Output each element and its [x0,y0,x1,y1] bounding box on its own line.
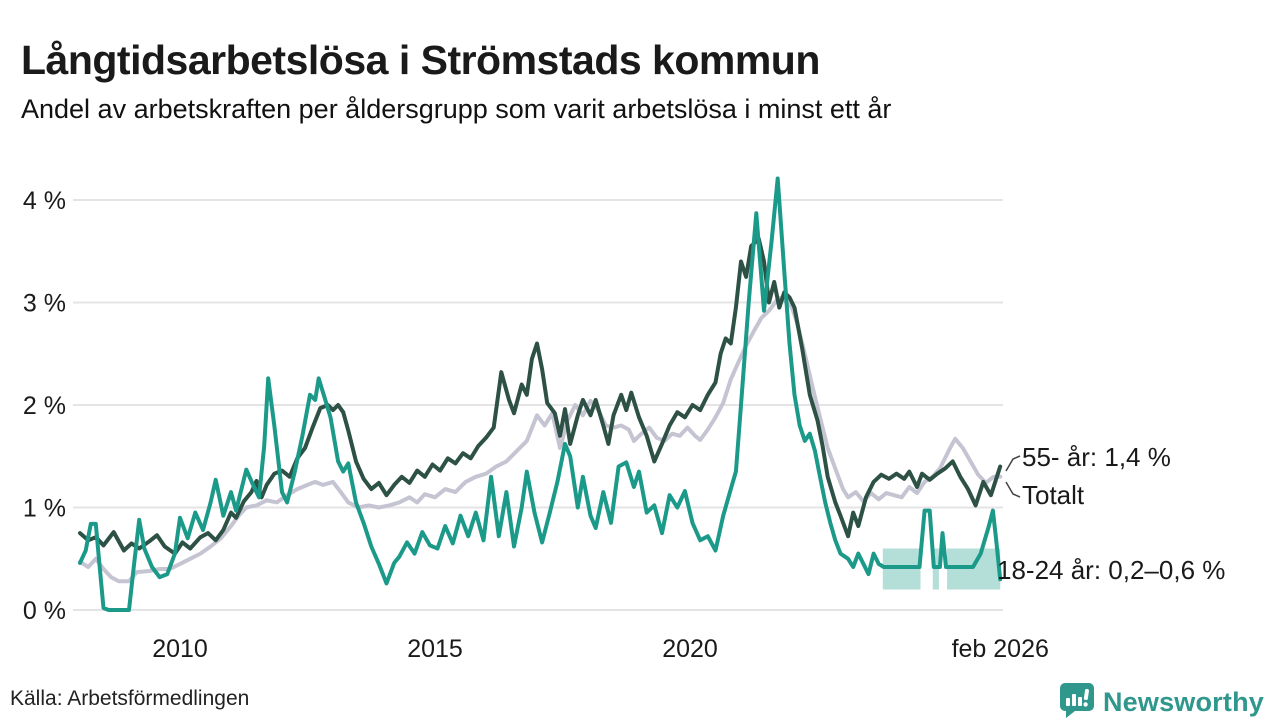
y-tick-label-3: 3 % [23,290,66,318]
page-title: Långtidsarbetslösa i Strömstads kommun [21,37,820,84]
y-tick-label-0: 0 % [23,597,66,625]
annotation-connector [1005,481,1021,498]
newsworthy-brand[interactable]: Newsworthy [1058,681,1264,724]
y-tick-label-1: 1 % [23,495,66,523]
newsworthy-wordmark: Newsworthy [1102,687,1264,717]
x-tick-label-feb 2026: feb 2026 [952,635,1049,663]
source-note: Källa: Arbetsförmedlingen [10,687,250,710]
series-line-55-ar [78,236,1003,556]
y-tick-label-2: 2 % [23,392,66,420]
series-line-18-24-ar [78,176,1003,612]
y-tick-label-4: 4 % [23,187,66,215]
x-tick-label-2015: 2015 [407,635,463,663]
x-tick-label-2020: 2020 [662,635,718,663]
x-tick-label-2010: 2010 [152,635,208,663]
newsworthy-logo-icon [1058,681,1096,724]
annotation-label-18-24-ar: 18-24 år: 0,2–0,6 % [997,555,1225,585]
annotation-label-55-ar: 55- år: 1,4 % [1022,442,1171,472]
page-subtitle: Andel av arbetskraften per åldersgrupp s… [21,94,892,124]
annotation-connector [1005,455,1021,472]
annotation-label-totalt: Totalt [1022,480,1085,510]
